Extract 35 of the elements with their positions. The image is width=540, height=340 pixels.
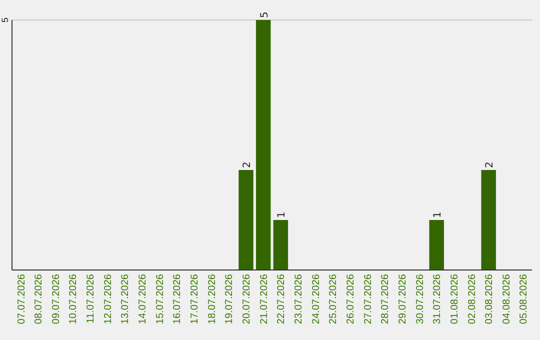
x-tick-label: 30.07.2026 bbox=[414, 274, 426, 324]
x-tick-label: 28.07.2026 bbox=[380, 274, 392, 324]
x-tick-label: 04.08.2026 bbox=[501, 274, 512, 324]
x-tick-label: 05.08.2026 bbox=[518, 274, 530, 324]
data-label: 1 bbox=[432, 212, 444, 218]
x-tick-label: 08.07.2026 bbox=[34, 274, 45, 324]
data-label: 5 bbox=[259, 12, 270, 18]
x-tick-label: 12.07.2026 bbox=[102, 274, 114, 324]
x-tick-label: 15.07.2026 bbox=[154, 274, 166, 324]
x-tick-label: 14.07.2026 bbox=[138, 274, 149, 324]
x-tick-label: 18.07.2026 bbox=[206, 274, 218, 324]
x-tick-label: 27.07.2026 bbox=[362, 274, 374, 324]
x-tick-label: 17.07.2026 bbox=[190, 274, 201, 324]
x-tick-label: 02.08.2026 bbox=[466, 274, 478, 324]
x-tick-label: 31.07.2026 bbox=[432, 274, 444, 324]
x-tick-label: 26.07.2026 bbox=[345, 274, 356, 324]
x-tick-label: 11.07.2026 bbox=[86, 274, 97, 324]
x-tick-label: 16.07.2026 bbox=[172, 274, 184, 324]
x-tick-label: 24.07.2026 bbox=[310, 274, 322, 324]
x-tick-label: 22.07.2026 bbox=[276, 274, 288, 324]
x-tick-label: 10.07.2026 bbox=[68, 274, 80, 324]
x-tick-label: 01.08.2026 bbox=[449, 274, 460, 324]
x-tick-label: 03.08.2026 bbox=[484, 274, 496, 324]
data-label: 1 bbox=[276, 212, 288, 218]
x-tick-label: 29.07.2026 bbox=[397, 274, 408, 324]
x-tick-label: 19.07.2026 bbox=[224, 274, 236, 324]
data-label: 2 bbox=[242, 162, 254, 168]
x-tick-label: 25.07.2026 bbox=[328, 274, 340, 324]
data-label: 2 bbox=[484, 162, 496, 168]
x-tick-label: 07.07.2026 bbox=[16, 274, 28, 324]
x-tick-label: 23.07.2026 bbox=[293, 274, 304, 324]
x-tick-label: 20.07.2026 bbox=[242, 274, 253, 324]
x-tick-label: 13.07.2026 bbox=[120, 274, 132, 324]
x-tick-label: 21.07.2026 bbox=[258, 274, 270, 324]
x-tick-label: 09.07.2026 bbox=[50, 274, 62, 324]
